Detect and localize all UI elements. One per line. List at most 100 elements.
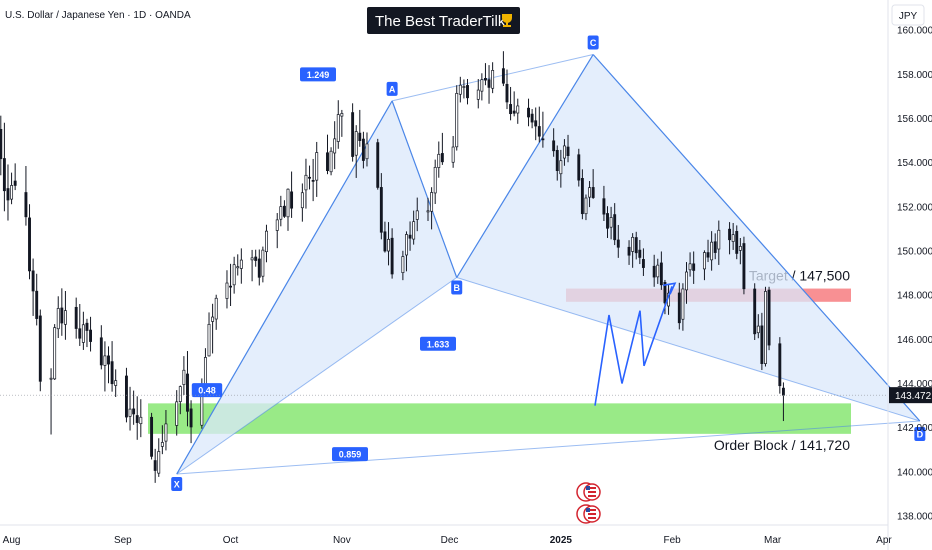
candle-body <box>430 192 434 212</box>
candle <box>487 65 491 104</box>
economic-events[interactable] <box>576 482 601 524</box>
candle-body <box>85 322 89 331</box>
price-tick-label: 154.000 <box>897 158 932 169</box>
candle <box>613 203 617 246</box>
candle <box>728 222 732 255</box>
candle <box>81 311 85 350</box>
candle <box>128 386 132 431</box>
candle-body <box>764 291 767 364</box>
candle <box>257 249 261 286</box>
candle <box>336 100 340 149</box>
candle <box>376 138 380 190</box>
candle <box>28 204 31 280</box>
candle <box>387 222 390 266</box>
pattern-leg-bc <box>456 54 594 278</box>
candle <box>308 165 311 190</box>
candle-body <box>778 343 782 387</box>
trophy-icon <box>502 14 512 27</box>
candle-body <box>290 191 294 209</box>
candle-body <box>89 329 92 342</box>
candle <box>706 239 710 263</box>
candle-body <box>257 258 261 278</box>
candle <box>677 282 681 330</box>
candle <box>24 166 28 226</box>
us-flag-icon[interactable] <box>576 504 601 524</box>
candle-body <box>99 337 103 366</box>
price-tick-label: 148.000 <box>897 291 932 302</box>
candle <box>99 325 103 370</box>
price-axis[interactable]: 138.000 140.000 142.000 144.000 146.000 148.0… <box>889 26 932 523</box>
candle-body <box>81 324 85 343</box>
candle-body <box>336 114 340 142</box>
projection-arrowhead <box>662 282 677 295</box>
candle-body <box>315 152 319 181</box>
candle-body <box>103 355 107 366</box>
candle-body <box>211 316 215 322</box>
candle-body <box>638 249 642 258</box>
time-tick-label: Feb <box>664 535 682 546</box>
candle-body <box>6 188 10 201</box>
candle <box>584 194 588 221</box>
candle <box>379 173 383 240</box>
candle <box>189 400 193 444</box>
pattern-point-badge <box>171 477 183 492</box>
candle-body <box>577 154 581 181</box>
pattern-point-c: C <box>587 35 599 50</box>
us-flag-icon[interactable] <box>576 482 601 502</box>
candle <box>60 288 64 336</box>
candle-body <box>60 307 64 324</box>
candle <box>634 231 638 260</box>
candle-body <box>186 373 189 412</box>
candle-body <box>250 257 254 261</box>
candle <box>530 109 534 129</box>
candle <box>89 316 92 352</box>
candle-body <box>286 188 290 218</box>
candle-body <box>275 219 279 231</box>
projection-path <box>594 286 673 406</box>
candle <box>534 107 538 141</box>
candle <box>588 181 592 208</box>
candle <box>207 312 211 357</box>
candle-body <box>487 79 491 88</box>
candle <box>505 69 509 110</box>
time-axis[interactable]: AugSepOctNovDec2025FebMarAprMayJunJulAug <box>3 535 932 546</box>
candle <box>63 290 67 340</box>
candle <box>405 231 408 272</box>
candle-body <box>440 153 444 163</box>
candle <box>365 132 369 167</box>
candle-body <box>225 282 229 299</box>
ratio-badge-bg <box>332 447 368 462</box>
candle <box>606 206 609 238</box>
candle-body <box>735 231 739 254</box>
candle-body <box>28 217 31 272</box>
candle-body <box>641 259 645 268</box>
overlay-layer: X A B C D 0.48 1.249 1.633 0.859 <box>0 35 926 492</box>
pattern-point-label: A <box>389 84 396 94</box>
candle <box>300 183 304 222</box>
candle <box>56 296 60 339</box>
time-tick-label: Sep <box>114 535 132 546</box>
candle-body <box>24 192 28 218</box>
candle <box>735 225 739 260</box>
candle <box>753 283 757 341</box>
candle <box>2 122 6 212</box>
candle <box>53 324 57 380</box>
candle <box>659 251 663 290</box>
candle <box>627 240 631 265</box>
candle <box>426 197 430 221</box>
candle-body <box>433 166 437 194</box>
candle <box>254 249 258 267</box>
candle-body <box>415 210 419 220</box>
candle-body <box>710 241 714 261</box>
candle <box>329 147 333 176</box>
candle-body <box>182 369 186 385</box>
last-price-tag[interactable]: 143.472 <box>889 387 932 404</box>
candle-body <box>139 416 143 425</box>
currency-button[interactable]: JPY <box>891 4 925 26</box>
candle-body <box>728 228 732 241</box>
candle <box>354 125 358 178</box>
candle-body <box>128 408 132 417</box>
candle-body <box>203 357 207 387</box>
candle <box>656 258 660 284</box>
